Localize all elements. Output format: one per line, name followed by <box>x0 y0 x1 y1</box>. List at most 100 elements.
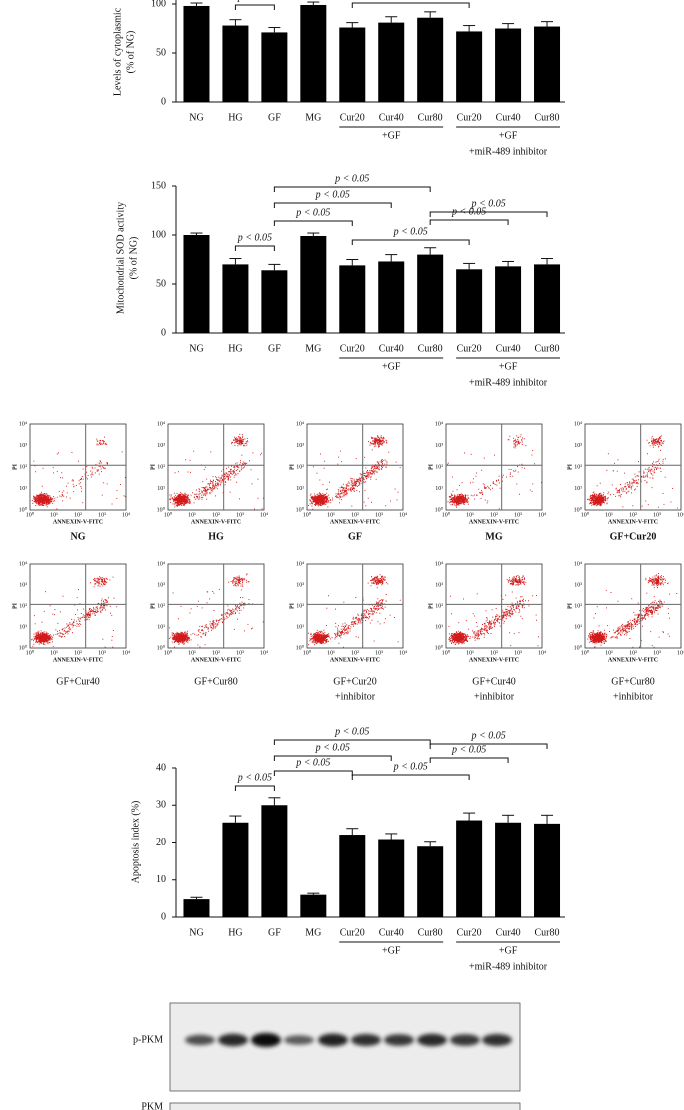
bar <box>456 820 483 917</box>
bar <box>417 17 444 102</box>
flow-x-tick-label: 10¹ <box>327 512 335 518</box>
group-label: +GF <box>499 361 518 372</box>
y-tick-label: 150 <box>151 180 166 191</box>
group-label: +miR-489 inhibitor <box>469 961 548 972</box>
blot-band <box>251 1033 281 1047</box>
flow-y-tick-label: 10³ <box>435 443 443 449</box>
flow-x-tick-label: 10⁰ <box>26 649 35 656</box>
flow-x-tick-label: 10⁴ <box>399 650 407 656</box>
blot-band <box>284 1035 314 1045</box>
flow-panel-label: GF+Cur80 <box>611 676 654 687</box>
significance-bracket <box>429 757 509 763</box>
flow-x-tick-label: 10⁴ <box>538 650 546 656</box>
flow-y-tick-label: 10¹ <box>574 624 582 630</box>
flow-panel-label: +inhibitor <box>613 691 654 702</box>
y-axis-label: Mitochondrial SOD activity <box>115 202 126 314</box>
significance-bracket <box>234 4 275 10</box>
bar <box>222 822 249 917</box>
group-label: +miR-489 inhibitor <box>469 146 548 157</box>
x-tick-label: Cur80 <box>535 343 560 354</box>
significance-bracket <box>273 202 392 208</box>
x-tick-label: Cur20 <box>457 927 482 938</box>
significance-bracket <box>351 239 470 245</box>
bar <box>339 27 366 102</box>
group-label: +GF <box>499 130 518 141</box>
flow-x-label: ANNEXIN-V-FITC <box>608 657 658 663</box>
flow-y-tick-label: 10⁰ <box>19 644 28 651</box>
y-axis-label: (% of NG) <box>128 237 139 280</box>
x-tick-label: Cur20 <box>340 343 365 354</box>
blot-band <box>482 1034 512 1046</box>
x-tick-label: Cur80 <box>418 927 443 938</box>
flow-y-tick-label: 10⁴ <box>157 421 165 427</box>
x-tick-label: Cur40 <box>496 343 521 354</box>
bar <box>261 32 288 102</box>
flow-x-label: ANNEXIN-V-FITC <box>53 657 103 663</box>
flow-y-tick-label: 10³ <box>19 443 27 449</box>
significance-label: p < 0.05 <box>237 232 272 243</box>
flow-x-label: ANNEXIN-V-FITC <box>191 657 241 663</box>
flow-y-tick-label: 10¹ <box>574 486 582 492</box>
flow-x-tick-label: 10⁰ <box>442 511 451 518</box>
flow-x-tick-label: 10⁴ <box>260 650 268 656</box>
x-tick-label: HG <box>228 343 242 354</box>
y-axis-label: Apoptosis index (%) <box>130 801 141 884</box>
x-tick-label: Cur20 <box>457 112 482 123</box>
flow-y-tick-label: 10³ <box>19 582 27 588</box>
significance-label: p < 0.05 <box>237 772 272 783</box>
flow-y-tick-label: 10⁰ <box>157 506 166 513</box>
flow-x-tick-label: 10¹ <box>50 512 58 518</box>
y-axis-label: (% of NG) <box>125 31 136 74</box>
significance-label: p < 0.05 <box>315 742 350 753</box>
significance-label: p < 0.05 <box>315 189 350 200</box>
x-tick-label: GF <box>268 112 281 123</box>
flow-y-tick-label: 10¹ <box>296 486 304 492</box>
flow-y-tick-label: 10⁴ <box>19 561 27 567</box>
significance-bracket <box>273 755 392 761</box>
flow-events <box>587 573 678 648</box>
flow-y-tick-label: 10¹ <box>19 486 27 492</box>
flow-y-tick-label: 10¹ <box>157 486 165 492</box>
flow-x-tick-label: 10¹ <box>605 650 613 656</box>
flow-panel-label: GF+Cur20 <box>610 531 657 542</box>
significance-bracket <box>351 774 470 780</box>
significance-label: p < 0.05 <box>295 207 330 218</box>
flow-x-tick-label: 10³ <box>236 512 244 518</box>
significance-label: p < 0.05 <box>393 226 428 237</box>
bar <box>495 266 522 333</box>
flow-y-tick-label: 10³ <box>574 443 582 449</box>
flow-x-tick-label: 10³ <box>375 512 383 518</box>
bar <box>378 22 405 102</box>
flow-y-label: PI <box>428 463 434 470</box>
y-tick-label: 0 <box>161 96 166 107</box>
flow-y-tick-label: 10⁴ <box>296 421 304 427</box>
flow-x-label: ANNEXIN-V-FITC <box>469 519 519 525</box>
flow-panel-label: NG <box>71 531 86 542</box>
bar <box>495 28 522 102</box>
flow-x-tick-label: 10⁴ <box>122 512 130 518</box>
flow-x-label: ANNEXIN-V-FITC <box>608 519 658 525</box>
flow-x-tick-label: 10³ <box>375 650 383 656</box>
bar <box>261 270 288 333</box>
flow-y-tick-label: 10³ <box>157 443 165 449</box>
flow-y-tick-label: 10³ <box>296 443 304 449</box>
flow-y-label: PI <box>428 602 434 609</box>
flow-events <box>587 435 678 509</box>
bar <box>495 822 522 917</box>
flow-y-tick-label: 10² <box>19 603 27 609</box>
flow-x-tick-label: 10¹ <box>188 512 196 518</box>
bar <box>534 264 561 333</box>
flow-x-tick-label: 10⁴ <box>122 650 130 656</box>
significance-bracket <box>234 245 275 251</box>
flow-x-tick-label: 10³ <box>98 650 106 656</box>
flow-y-tick-label: 10⁰ <box>435 644 444 651</box>
significance-label: p < 0.05 <box>334 726 369 737</box>
flow-y-tick-label: 10² <box>157 603 165 609</box>
flow-y-tick-label: 10¹ <box>157 624 165 630</box>
flow-x-tick-label: 10⁰ <box>26 511 35 518</box>
x-tick-label: GF <box>268 927 281 938</box>
x-tick-label: Cur40 <box>379 927 404 938</box>
x-tick-label: Cur20 <box>340 927 365 938</box>
flow-y-tick-label: 10⁴ <box>157 561 165 567</box>
bar <box>222 25 249 103</box>
